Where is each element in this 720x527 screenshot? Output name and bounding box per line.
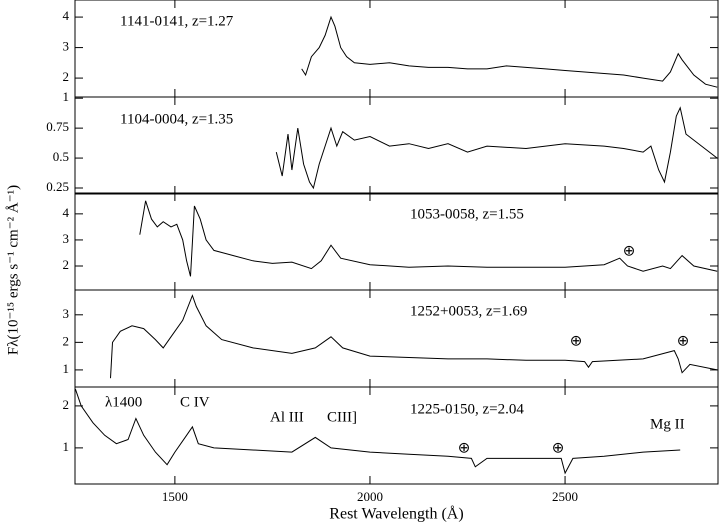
x-tick-label: 2500 xyxy=(552,489,578,504)
y-tick-label: 1 xyxy=(63,89,70,104)
y-tick-label: 2 xyxy=(63,397,70,412)
annotation: Al III xyxy=(270,409,304,425)
y-tick-label: 2 xyxy=(63,333,70,348)
x-axis-label: Rest Wavelength (Å) xyxy=(329,505,463,523)
y-tick-label: 4 xyxy=(63,8,70,23)
y-tick-label: 3 xyxy=(63,306,70,321)
panel-frame xyxy=(74,289,719,388)
y-tick-label: 2 xyxy=(63,69,70,84)
y-tick-label: 0.5 xyxy=(53,149,69,164)
annotation: C IV xyxy=(180,394,210,410)
annotation: ⊕ xyxy=(552,440,565,456)
y-tick-label: 3 xyxy=(63,231,70,246)
y-tick-label: 0.25 xyxy=(46,179,69,194)
spectrum-line xyxy=(275,106,718,190)
spectrum-line xyxy=(74,388,681,475)
spectrum-line xyxy=(301,15,718,88)
annotation: λ1400 xyxy=(105,394,142,410)
y-tick-label: 3 xyxy=(63,39,70,54)
panel-title: 1104-0004, z=1.35 xyxy=(120,111,233,127)
y-tick-label: 0.75 xyxy=(46,119,69,134)
annotation: ⊕ xyxy=(677,333,690,349)
annotation: ⊕ xyxy=(570,333,583,349)
y-tick-label: 1 xyxy=(63,361,70,376)
panel-title: 1141-0141, z=1.27 xyxy=(120,13,234,29)
y-axis-label: Fλ(10⁻¹⁵ ergs s⁻¹ cm⁻² Å⁻¹) xyxy=(5,185,21,355)
panel-frame xyxy=(74,386,719,485)
x-tick-label: 1500 xyxy=(162,489,188,504)
x-tick-label: 2000 xyxy=(357,489,383,504)
panel-title: 1252+0053, z=1.69 xyxy=(410,303,527,319)
annotation: CIII] xyxy=(327,409,357,425)
annotation: Mg II xyxy=(650,416,685,432)
y-tick-label: 1 xyxy=(63,439,70,454)
spectrum-line xyxy=(139,200,718,277)
y-tick-label: 2 xyxy=(63,257,70,272)
panel-title: 1053-0058, z=1.55 xyxy=(410,206,524,222)
panel-frame xyxy=(74,192,719,291)
panel-title: 1225-0150, z=2.04 xyxy=(410,401,524,417)
y-tick-label: 4 xyxy=(63,205,70,220)
annotation: ⊕ xyxy=(623,243,636,259)
annotation: ⊕ xyxy=(458,440,471,456)
spectrum-line xyxy=(110,294,718,379)
panel-frame xyxy=(74,96,719,195)
